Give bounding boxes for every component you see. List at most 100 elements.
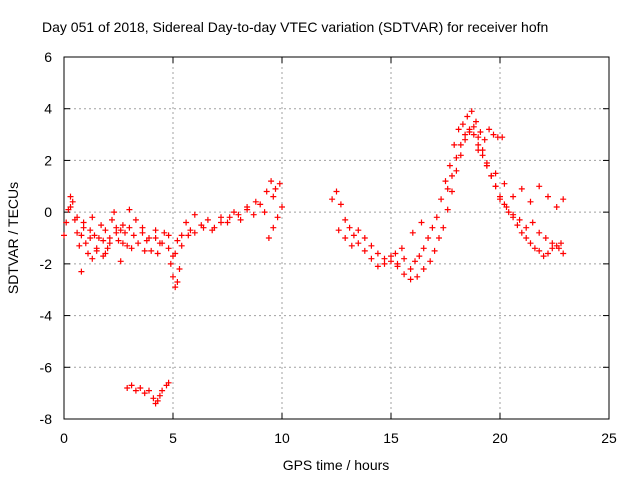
data-point xyxy=(63,219,70,226)
data-point xyxy=(466,126,473,133)
data-point xyxy=(477,129,484,135)
data-point xyxy=(505,209,512,216)
data-point xyxy=(161,229,168,236)
data-point xyxy=(545,193,551,200)
data-point xyxy=(374,250,381,257)
data-point xyxy=(185,232,192,239)
data-point xyxy=(442,178,449,185)
data-point xyxy=(132,216,139,223)
data-point xyxy=(76,242,83,249)
data-point xyxy=(276,180,283,187)
data-point xyxy=(137,385,144,391)
data-point xyxy=(183,219,190,226)
data-point xyxy=(104,245,111,252)
y-tick-label: 6 xyxy=(44,49,52,65)
data-point xyxy=(449,188,455,195)
data-point xyxy=(416,253,423,260)
data-point xyxy=(475,141,482,148)
data-point xyxy=(381,260,388,267)
data-point xyxy=(381,255,388,262)
data-point xyxy=(167,260,174,267)
data-point xyxy=(523,235,530,241)
data-point xyxy=(499,134,506,141)
data-point xyxy=(560,196,567,203)
data-point xyxy=(124,385,131,391)
data-point xyxy=(490,131,497,138)
data-point xyxy=(128,382,135,389)
data-point xyxy=(80,219,87,226)
x-tick-label: 15 xyxy=(383,430,399,446)
data-point xyxy=(148,247,155,254)
data-point xyxy=(152,227,159,234)
data-point xyxy=(89,214,96,221)
data-point xyxy=(481,136,488,143)
data-point xyxy=(89,255,96,262)
data-point xyxy=(176,266,183,272)
chart-title: Day 051 of 2018, Sidereal Day-to-day VTE… xyxy=(42,19,548,35)
data-point xyxy=(200,224,207,231)
data-point xyxy=(368,255,375,262)
data-point xyxy=(398,245,405,252)
data-point xyxy=(440,224,447,231)
data-point xyxy=(170,273,176,280)
data-point xyxy=(257,201,264,208)
data-point xyxy=(329,196,336,203)
y-axis-label: SDTVAR / TECUs xyxy=(5,182,21,294)
data-point xyxy=(335,227,342,234)
data-point xyxy=(444,185,451,192)
data-point xyxy=(119,222,126,229)
data-point xyxy=(438,196,445,203)
data-point xyxy=(218,214,224,221)
data-point xyxy=(431,247,438,254)
data-point xyxy=(523,224,530,231)
data-point xyxy=(401,255,408,262)
data-point xyxy=(518,229,525,236)
data-point xyxy=(492,170,499,177)
data-point xyxy=(346,224,353,231)
data-point xyxy=(141,247,148,254)
data-point xyxy=(337,201,344,208)
data-point xyxy=(159,240,166,247)
data-point xyxy=(455,126,462,133)
data-point xyxy=(542,235,549,241)
axis-ticks: 0 5 10 15 20 25 -8 -6 -4 -2 0 2 4 6 xyxy=(40,49,617,446)
data-point xyxy=(446,162,453,169)
data-point xyxy=(130,232,137,239)
grid xyxy=(64,57,609,419)
data-point xyxy=(414,273,421,280)
data-point xyxy=(154,397,161,404)
data-point xyxy=(178,232,185,239)
x-tick-label: 10 xyxy=(274,430,290,446)
data-point xyxy=(106,235,113,241)
data-point xyxy=(479,152,486,159)
data-point xyxy=(462,131,469,138)
data-point xyxy=(146,235,152,241)
data-point xyxy=(174,279,181,285)
y-tick-label: -4 xyxy=(40,308,53,324)
data-point xyxy=(350,232,357,239)
data-point xyxy=(531,245,538,252)
data-point xyxy=(272,185,279,192)
data-point xyxy=(425,235,432,241)
data-point xyxy=(226,214,233,221)
data-point xyxy=(172,250,179,257)
data-point xyxy=(503,204,510,210)
data-point xyxy=(128,245,135,252)
data-point xyxy=(139,224,146,231)
data-point xyxy=(457,152,464,159)
data-point xyxy=(191,229,198,236)
data-point xyxy=(558,240,564,247)
data-point xyxy=(470,131,477,138)
data-point xyxy=(74,229,81,236)
data-point xyxy=(150,395,157,402)
data-point xyxy=(235,211,242,218)
data-point xyxy=(549,240,556,247)
data-point xyxy=(412,258,418,265)
data-point xyxy=(374,263,381,270)
x-tick-label: 25 xyxy=(601,430,617,446)
data-point xyxy=(231,209,237,216)
data-point xyxy=(93,245,100,252)
data-point xyxy=(261,209,268,216)
data-point xyxy=(355,227,362,234)
data-point xyxy=(536,183,543,190)
